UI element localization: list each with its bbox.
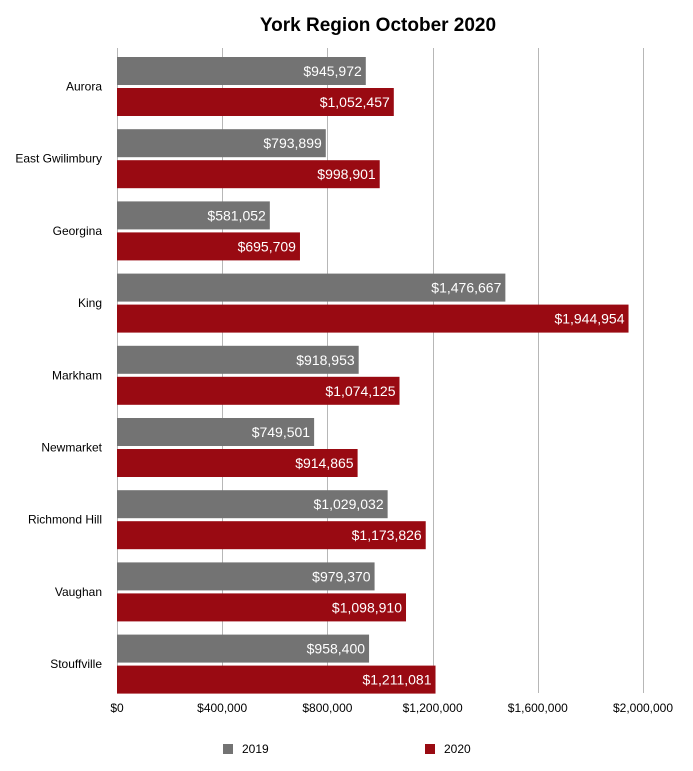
category-label: Stouffville <box>50 657 102 671</box>
category-label: Georgina <box>53 224 103 238</box>
x-tick-label: $800,000 <box>302 701 352 715</box>
x-tick-label: $2,000,000 <box>613 701 673 715</box>
x-tick-label: $0 <box>110 701 124 715</box>
legend-swatch-2019 <box>223 744 233 754</box>
chart-title: York Region October 2020 <box>260 15 496 36</box>
bar-labels: $945,972 $1,052,457 $793,899 $998,901 $581,0… <box>207 63 624 688</box>
bar-value-label: $958,400 <box>307 641 366 657</box>
category-label: Richmond Hill <box>28 513 102 527</box>
bar-2019 <box>117 57 366 85</box>
bar-value-label: $1,173,826 <box>352 527 422 543</box>
bar-2019 <box>117 490 388 519</box>
bar-value-label: $793,899 <box>263 135 322 151</box>
bar-2019 <box>117 562 375 591</box>
bar-value-label: $914,865 <box>295 455 354 471</box>
bar-2020 <box>117 449 358 477</box>
bar-2020 <box>117 304 629 333</box>
legend: 2019 2020 <box>223 742 471 756</box>
category-label: Markham <box>52 368 102 382</box>
category-label: Vaughan <box>55 585 102 599</box>
category-label: Aurora <box>66 80 102 94</box>
bar-2019 <box>117 201 270 230</box>
bar-2020 <box>117 160 380 189</box>
legend-label-2020: 2020 <box>444 742 471 756</box>
x-tick-label: $1,200,000 <box>403 701 463 715</box>
bar-value-label: $1,944,954 <box>554 311 624 327</box>
bar-2020 <box>117 232 300 261</box>
x-tick-label: $400,000 <box>197 701 247 715</box>
bar-value-label: $1,052,457 <box>320 94 390 110</box>
bar-value-label: $1,029,032 <box>314 496 384 512</box>
bar-2019 <box>117 418 315 446</box>
bar-value-label: $998,901 <box>317 166 376 182</box>
x-tick-label: $1,600,000 <box>508 701 568 715</box>
bar-2019 <box>117 273 506 302</box>
bar-2019 <box>117 634 370 663</box>
category-label: Newmarket <box>41 441 102 455</box>
legend-label-2019: 2019 <box>242 742 269 756</box>
bar-2020 <box>117 376 400 405</box>
bar-value-label: $918,953 <box>296 352 355 368</box>
bar-value-label: $695,709 <box>238 238 297 254</box>
bar-2019 <box>117 345 359 374</box>
legend-swatch-2020 <box>425 744 435 754</box>
x-tick-labels: $0 $400,000 $800,000 $1,200,000 $1,600,000 $2… <box>110 701 673 715</box>
bar-2020 <box>117 665 436 694</box>
bar-2019 <box>117 129 326 158</box>
category-label: East Gwilimbury <box>15 152 102 166</box>
bar-value-label: $1,074,125 <box>325 383 395 399</box>
category-labels: Aurora East Gwilimbury Georgina King Markham… <box>15 80 102 672</box>
bar-2020 <box>117 593 407 622</box>
bar-value-label: $749,501 <box>252 424 311 440</box>
bar-value-label: $1,098,910 <box>332 599 402 615</box>
bar-value-label: $979,370 <box>312 568 371 584</box>
bar-2020 <box>117 88 394 116</box>
bar-value-label: $1,211,081 <box>362 672 431 688</box>
category-label: King <box>78 296 102 310</box>
bar-value-label: $1,476,667 <box>431 280 501 296</box>
bars <box>117 57 629 694</box>
bar-value-label: $581,052 <box>207 207 266 223</box>
bar-value-label: $945,972 <box>303 63 362 79</box>
bar-2020 <box>117 521 426 550</box>
